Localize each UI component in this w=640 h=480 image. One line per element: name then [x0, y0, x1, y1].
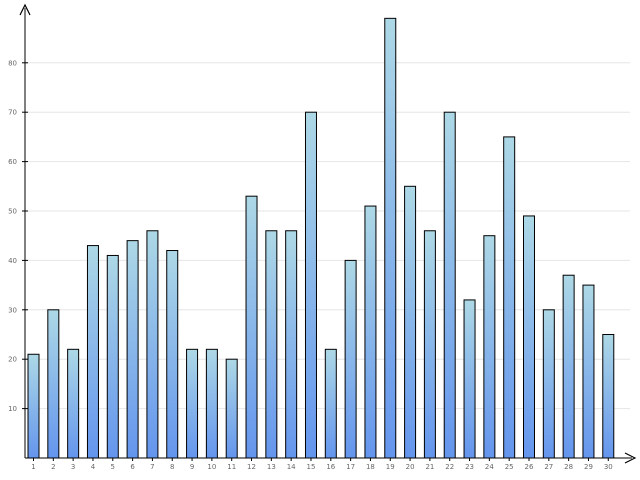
y-tick-label: 20 — [8, 356, 17, 364]
x-tick-label: 2 — [51, 463, 55, 471]
x-tick-label: 21 — [425, 463, 434, 471]
bar-18 — [364, 205, 377, 459]
bar-7 — [146, 230, 159, 459]
bar-26 — [523, 215, 535, 459]
bar-28 — [562, 274, 575, 459]
bar-12 — [245, 195, 258, 459]
axes — [19, 3, 637, 464]
x-tick-label: 24 — [485, 463, 494, 471]
x-tick-label: 17 — [346, 463, 355, 471]
bar-9 — [186, 348, 199, 459]
bar-series — [27, 17, 615, 459]
x-tick-label: 26 — [525, 463, 534, 471]
bar-25 — [503, 136, 516, 459]
y-tick-label: 40 — [8, 257, 17, 265]
x-tick-label: 22 — [445, 463, 454, 471]
y-tick-label: 60 — [8, 158, 17, 166]
bar-5 — [106, 254, 119, 459]
x-tick-label: 19 — [386, 463, 395, 471]
bar-8 — [166, 250, 179, 459]
y-tick-label: 70 — [8, 109, 17, 117]
x-tick-label: 6 — [130, 463, 135, 471]
x-tick-label: 13 — [267, 463, 276, 471]
x-tick-label: 30 — [604, 463, 613, 471]
x-axis-arrow-icon — [624, 452, 637, 464]
grid-lines — [22, 62, 630, 410]
x-tick-label: 11 — [227, 463, 236, 471]
x-tick-label: 16 — [326, 463, 335, 471]
x-tick-label: 12 — [247, 463, 256, 471]
y-tick-label: 50 — [8, 208, 17, 216]
bar-27 — [542, 309, 555, 459]
x-tick-label: 29 — [584, 463, 593, 471]
bar-11 — [225, 358, 238, 459]
x-tick-label: 9 — [190, 463, 194, 471]
y-tick-labels: 10 20 30 40 50 60 70 80 — [8, 59, 17, 413]
bar-6 — [126, 240, 139, 459]
x-tick-label: 14 — [287, 463, 296, 471]
bar-16 — [324, 348, 337, 459]
x-tick-label: 8 — [170, 463, 174, 471]
bar-22 — [443, 111, 456, 459]
bar-20 — [404, 185, 417, 459]
y-tick-label: 10 — [8, 405, 17, 413]
x-tick-label: 3 — [71, 463, 75, 471]
x-tick-label: 28 — [564, 463, 573, 471]
y-axis-arrow-icon — [19, 3, 31, 16]
x-tick-label: 15 — [307, 463, 316, 471]
x-tick-label: 5 — [111, 463, 115, 471]
x-tick-label: 27 — [544, 463, 553, 471]
bar-15 — [304, 111, 317, 459]
bar-30 — [602, 334, 615, 459]
bar-19 — [384, 17, 397, 459]
x-tick-label: 1 — [31, 463, 35, 471]
bar-23 — [463, 299, 476, 459]
bar-1 — [27, 353, 40, 459]
bar-2 — [47, 309, 60, 459]
bar-21 — [423, 230, 436, 459]
bar-13 — [265, 230, 278, 459]
x-tick-label: 7 — [150, 463, 154, 471]
bar-17 — [344, 259, 357, 459]
x-tick-label: 10 — [207, 463, 216, 471]
y-tick-label: 30 — [8, 306, 17, 314]
x-tick-label: 25 — [505, 463, 514, 471]
bar-29 — [582, 284, 595, 459]
x-tick-labels: 1 2 3 4 5 6 7 8 9 10 11 12 13 14 15 16 17 18 19 20 21 22 23 24 2… — [31, 458, 613, 471]
x-tick-label: 20 — [406, 463, 415, 471]
x-tick-label: 4 — [91, 463, 96, 471]
bar-24 — [483, 235, 496, 459]
bar-10 — [205, 348, 218, 459]
x-tick-label: 23 — [465, 463, 474, 471]
x-tick-label: 18 — [366, 463, 375, 471]
bar-3 — [67, 348, 80, 459]
y-tick-label: 80 — [8, 59, 17, 67]
bar-14 — [285, 230, 298, 459]
bar-4 — [86, 245, 99, 459]
